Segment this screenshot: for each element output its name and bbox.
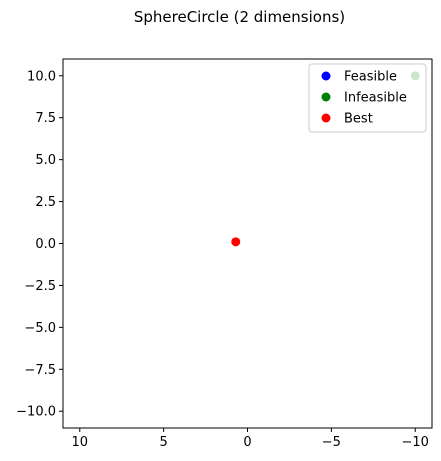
y-tick-label: −7.5 [24, 363, 56, 378]
x-tick-label: 0 [243, 435, 251, 450]
legend-box [308, 63, 427, 133]
y-tick-label: 0.0 [35, 237, 56, 252]
legend-marker-feasible [321, 71, 331, 81]
y-tick-label: −10.0 [16, 405, 56, 420]
x-tick-label: −5 [322, 435, 341, 450]
data-point-best-0 [231, 237, 241, 247]
legend-label-infeasible: Infeasible [344, 91, 407, 106]
legend-label-feasible: Feasible [344, 70, 397, 85]
x-tick-label: 5 [159, 435, 167, 450]
legend-marker-infeasible [321, 92, 331, 102]
y-tick-label: 2.5 [35, 195, 56, 210]
chart-title: SphereCircle (2 dimensions) [134, 8, 345, 26]
legend-label-best: Best [344, 112, 373, 127]
y-tick-label: 7.5 [35, 111, 56, 126]
y-tick-label: −2.5 [24, 279, 56, 294]
x-tick-label: 10 [71, 435, 88, 450]
y-tick-label: 10.0 [27, 69, 56, 84]
x-tick-label: −10 [402, 435, 429, 450]
legend: Feasible Infeasible Best [308, 63, 427, 133]
legend-marker-best [321, 113, 331, 123]
y-tick-label: 5.0 [35, 153, 56, 168]
y-tick-label: −5.0 [24, 321, 56, 336]
